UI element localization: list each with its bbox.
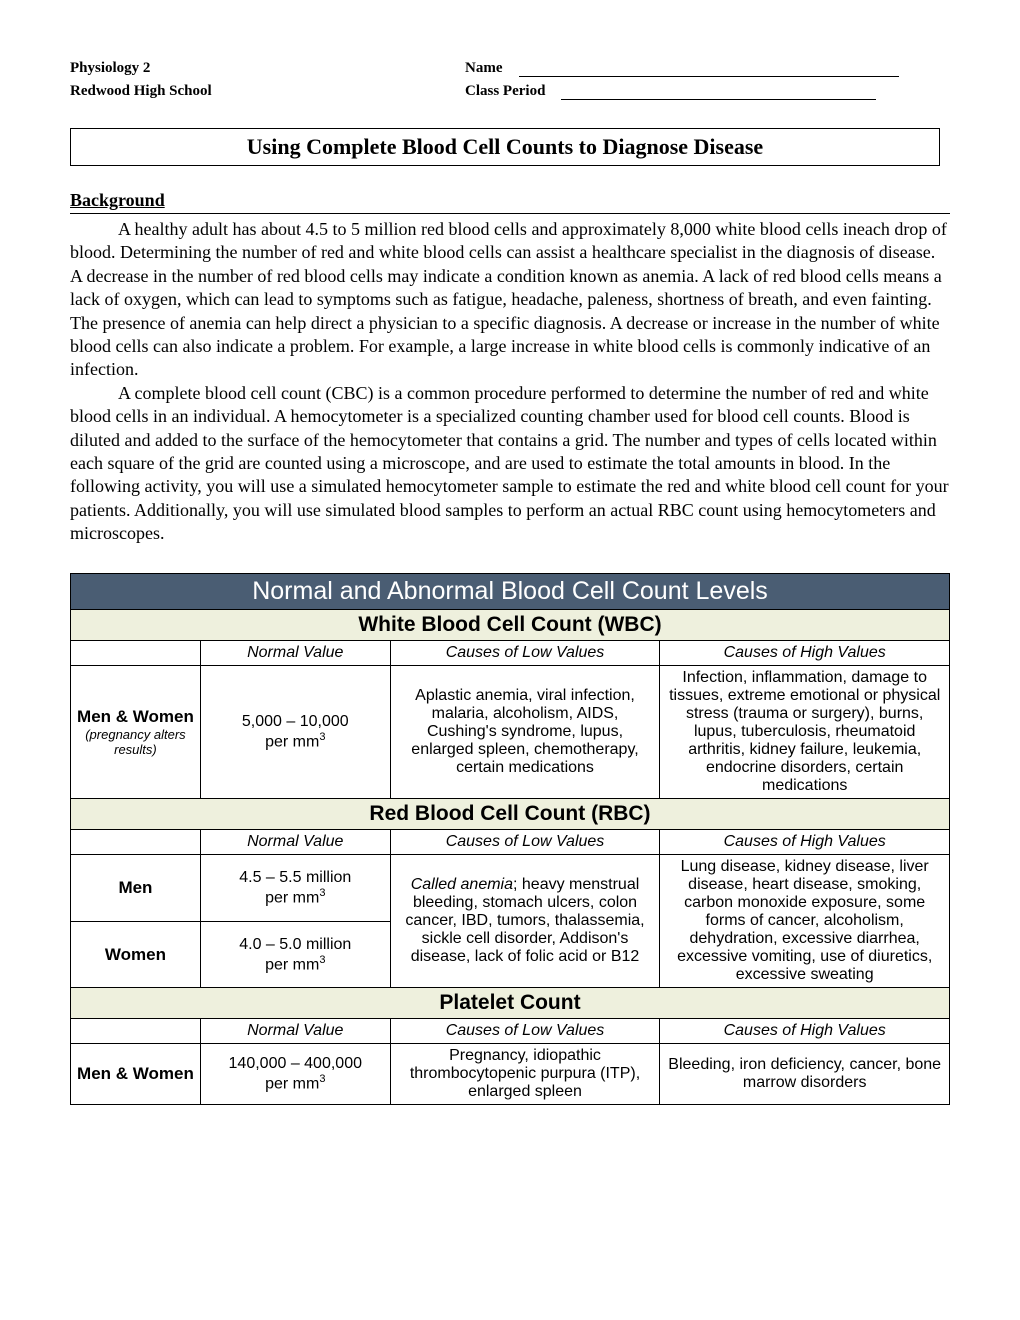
section-plt: Platelet Count xyxy=(71,988,950,1019)
rbc-low: Called anemia; heavy menstrual bleeding,… xyxy=(390,855,660,988)
col-low: Causes of Low Values xyxy=(390,830,660,855)
plt-high: Bleeding, iron deficiency, cancer, bone … xyxy=(660,1044,950,1105)
paragraph-1: A healthy adult has about 4.5 to 5 milli… xyxy=(70,218,950,382)
wbc-val-b: per mm xyxy=(265,734,319,751)
section-rbc: Red Blood Cell Count (RBC) xyxy=(71,799,950,830)
section-rule xyxy=(70,213,950,214)
col-normal: Normal Value xyxy=(200,641,390,666)
rbc-women-val-b: per mm xyxy=(265,956,319,973)
section-wbc: White Blood Cell Count (WBC) xyxy=(71,610,950,641)
header-row-1: Physiology 2 Name xyxy=(70,60,950,77)
rbc-men-value: 4.5 – 5.5 million per mm3 xyxy=(200,855,390,922)
col-high: Causes of High Values xyxy=(660,641,950,666)
wbc-low: Aplastic anemia, viral infection, malari… xyxy=(390,666,660,799)
paragraph-2: A complete blood cell count (CBC) is a c… xyxy=(70,382,950,546)
col-high: Causes of High Values xyxy=(660,830,950,855)
wbc-high: Infection, inflammation, damage to tissu… xyxy=(660,666,950,799)
table-title: Normal and Abnormal Blood Cell Count Lev… xyxy=(71,574,950,610)
col-low: Causes of Low Values xyxy=(390,641,660,666)
rbc-women-value: 4.0 – 5.0 million per mm3 xyxy=(200,921,390,988)
blank-cell xyxy=(71,830,201,855)
wbc-value: 5,000 – 10,000 per mm3 xyxy=(200,666,390,799)
period-label: Class Period xyxy=(465,83,545,100)
rbc-low-italic: Called anemia xyxy=(411,876,513,893)
rbc-men-val-b: per mm xyxy=(265,889,319,906)
section-header: Background xyxy=(70,190,165,211)
blood-count-table: Normal and Abnormal Blood Cell Count Lev… xyxy=(70,573,950,1105)
rbc-women-label: Women xyxy=(71,921,201,988)
name-blank[interactable] xyxy=(519,60,899,77)
course-name: Physiology 2 xyxy=(70,60,465,77)
col-high: Causes of High Values xyxy=(660,1019,950,1044)
school-name: Redwood High School xyxy=(70,83,465,100)
plt-low: Pregnancy, idiopathic thrombocytopenic p… xyxy=(390,1044,660,1105)
col-normal: Normal Value xyxy=(200,830,390,855)
page-title: Using Complete Blood Cell Counts to Diag… xyxy=(70,128,940,166)
plt-val-b: per mm xyxy=(265,1076,319,1093)
col-low: Causes of Low Values xyxy=(390,1019,660,1044)
plt-label: Men & Women xyxy=(71,1044,201,1105)
wbc-label-text: Men & Women xyxy=(77,707,194,726)
blank-cell xyxy=(71,641,201,666)
rbc-men-val-a: 4.5 – 5.5 million xyxy=(239,869,351,886)
col-normal: Normal Value xyxy=(200,1019,390,1044)
rbc-women-val-a: 4.0 – 5.0 million xyxy=(239,936,351,953)
blank-cell xyxy=(71,1019,201,1044)
header-row-2: Redwood High School Class Period xyxy=(70,83,950,100)
wbc-val-a: 5,000 – 10,000 xyxy=(242,713,349,730)
wbc-sublabel: (pregnancy alters results) xyxy=(77,727,194,757)
wbc-label: Men & Women (pregnancy alters results) xyxy=(71,666,201,799)
plt-val-a: 140,000 – 400,000 xyxy=(229,1055,362,1072)
period-blank[interactable] xyxy=(561,83,876,100)
rbc-high: Lung disease, kidney disease, liver dise… xyxy=(660,855,950,988)
rbc-men-label: Men xyxy=(71,855,201,922)
plt-value: 140,000 – 400,000 per mm3 xyxy=(200,1044,390,1105)
name-label: Name xyxy=(465,60,503,77)
